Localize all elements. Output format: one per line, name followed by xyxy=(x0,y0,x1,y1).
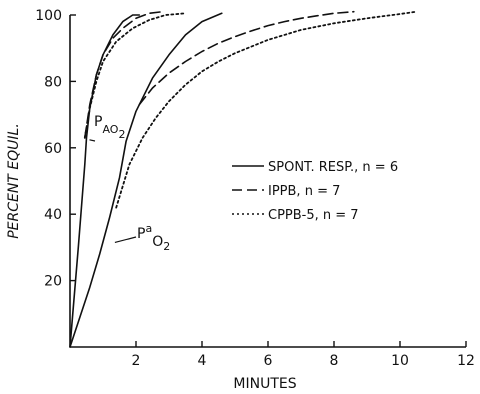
x-tick-label: 6 xyxy=(264,353,273,369)
annotations: PAO2 PaO2 xyxy=(89,114,170,253)
legend-label: SPONT. RESP., n = 6 xyxy=(268,160,398,175)
pao2-alveolar-pointer xyxy=(89,139,96,142)
x-tick-label: 8 xyxy=(330,353,339,369)
pao2-arterial-pointer xyxy=(114,236,137,244)
x-tick-label: 12 xyxy=(457,353,475,369)
series-line-pao2-dashed xyxy=(138,10,355,106)
x-axis-label: MINUTES xyxy=(233,376,296,392)
x-tick-label: 4 xyxy=(198,353,207,369)
legend-label: IPPB, n = 7 xyxy=(268,184,340,199)
series-lines xyxy=(69,10,418,348)
series-line-pao2-dotted xyxy=(115,10,418,209)
y-tick-label: 20 xyxy=(44,274,62,290)
pao2-alveolar-label: PAO2 xyxy=(94,114,125,141)
series-line-pao2-solid xyxy=(69,12,223,348)
axes: 2 4 6 8 10 12 20 40 60 80 100 xyxy=(35,8,475,369)
legend-label: CPPB-5, n = 7 xyxy=(268,208,359,223)
y-tick-label: 60 xyxy=(44,141,62,157)
legend: SPONT. RESP., n = 6 IPPB, n = 7 CPPB-5, n … xyxy=(232,160,398,223)
x-tick-label: 10 xyxy=(391,353,409,369)
y-axis-label: PERCENT EQUIL. xyxy=(6,123,22,239)
series-line-pao2-dotted xyxy=(83,12,187,139)
series-line-pao2-solid xyxy=(69,14,141,348)
y-tick-label: 100 xyxy=(35,8,62,24)
y-tick-label: 80 xyxy=(44,74,62,90)
x-tick-label: 2 xyxy=(132,353,141,369)
series-line-pao2-dashed xyxy=(84,10,164,139)
y-tick-label: 40 xyxy=(44,207,62,223)
pao2-arterial-label: PaO2 xyxy=(137,222,170,253)
